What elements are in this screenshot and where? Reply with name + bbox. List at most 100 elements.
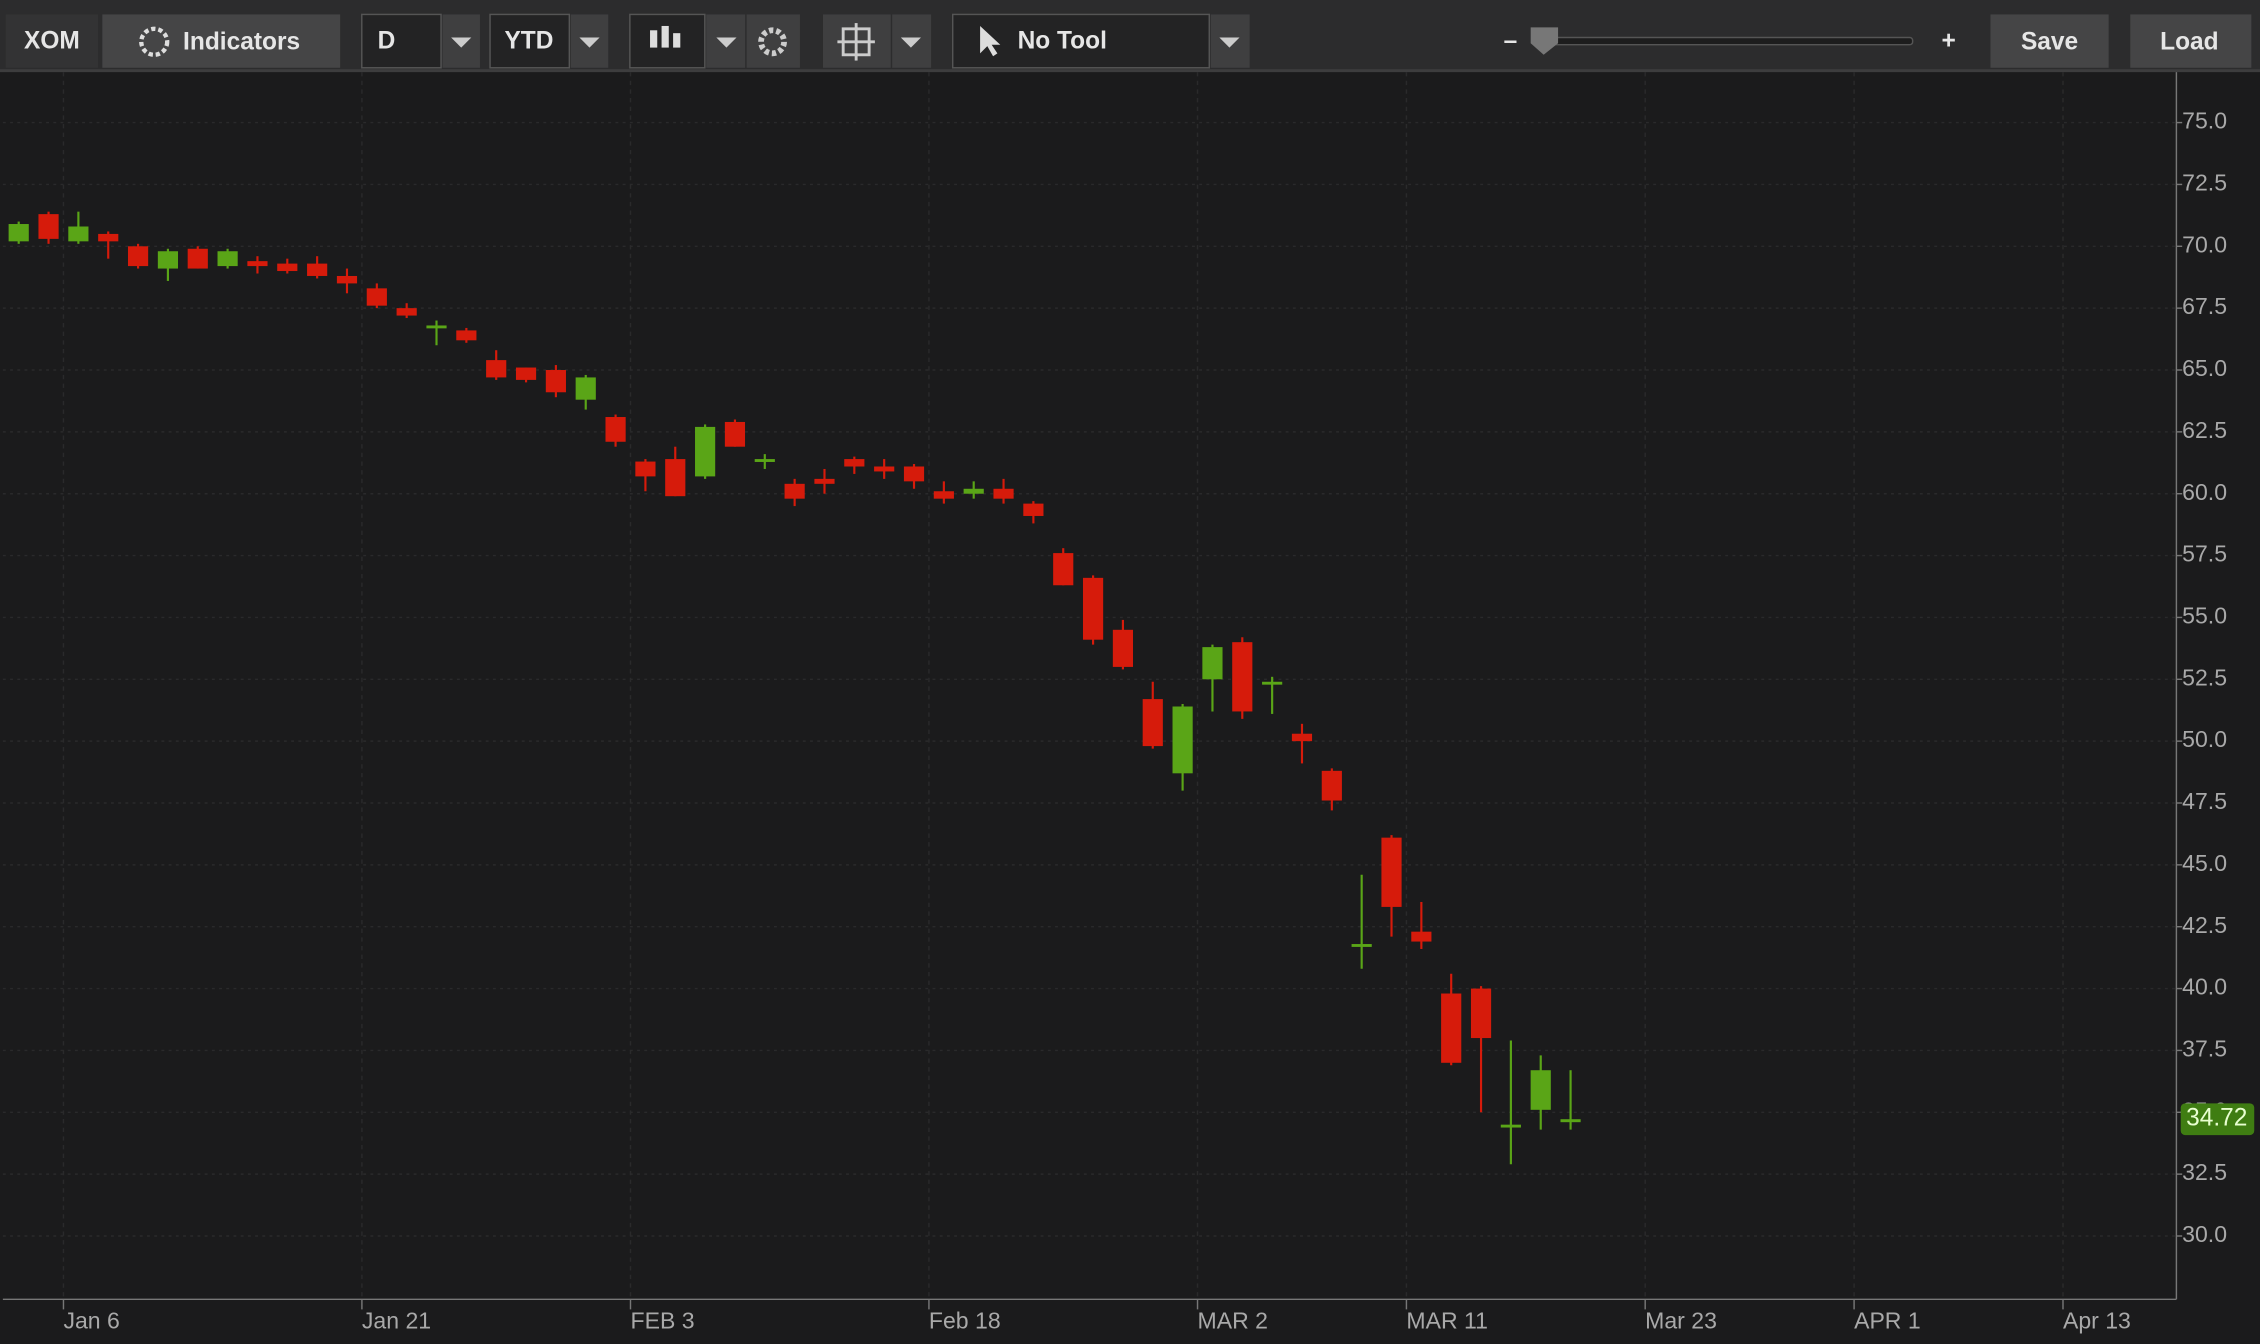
- candle-body: [1023, 503, 1044, 516]
- toolbar: XOM Indicators D YTD No Tool – + Save: [0, 0, 2260, 73]
- tool[interactable]: No Tool: [1018, 27, 1107, 54]
- y-tick-label: 52.5: [2182, 664, 2227, 690]
- y-tick-label: 70.0: [2182, 231, 2227, 257]
- y-tick-label: 42.5: [2182, 912, 2227, 938]
- x-tick-label: Mar 23: [1645, 1307, 1717, 1333]
- y-tick-label: 47.5: [2182, 788, 2227, 814]
- x-tick-label: APR 1: [1854, 1307, 1921, 1333]
- candle-body: [1112, 629, 1134, 667]
- candle-body: [277, 263, 298, 272]
- interval-box[interactable]: [361, 13, 442, 69]
- zoom-in[interactable]: +: [1942, 27, 1956, 54]
- dropdown-arrow: [451, 37, 472, 48]
- candle-body: [695, 426, 716, 477]
- candle-body: [187, 248, 208, 269]
- settings-button[interactable]: [746, 14, 800, 68]
- x-tick-label: MAR 2: [1198, 1307, 1268, 1333]
- y-tick-label: 75.0: [2182, 108, 2227, 134]
- candle-body: [1530, 1070, 1551, 1110]
- interval[interactable]: D: [378, 27, 396, 54]
- candle-body: [665, 459, 686, 497]
- candle-body: [1500, 1124, 1521, 1128]
- candle-body: [724, 421, 746, 447]
- x-tick-label: Feb 18: [929, 1307, 1001, 1333]
- candle-body: [1441, 993, 1462, 1063]
- y-tick-label: 32.5: [2182, 1159, 2227, 1185]
- zoom-slider[interactable]: [1531, 36, 1914, 46]
- y-tick-label: 72.5: [2182, 170, 2227, 196]
- candle-body: [605, 417, 626, 442]
- candle-body: [38, 214, 59, 239]
- candle-body: [1202, 647, 1223, 680]
- x-tick-label: Apr 13: [2063, 1307, 2131, 1333]
- candle-body: [1172, 706, 1193, 774]
- crosshair-icon: [837, 23, 875, 61]
- candle-body: [993, 488, 1014, 499]
- candle-body: [366, 288, 387, 306]
- y-tick-label: 37.5: [2182, 1036, 2227, 1062]
- y-tick-label: 67.5: [2182, 293, 2227, 319]
- candle-body: [217, 251, 238, 267]
- candle-body: [963, 488, 984, 494]
- candle-body: [157, 251, 179, 269]
- dropdown-arrow: [716, 37, 737, 48]
- candle-body: [336, 275, 358, 284]
- y-tick-label: 40.0: [2182, 974, 2227, 1000]
- candle-body: [486, 360, 507, 378]
- candle-body: [1381, 837, 1402, 907]
- candle-body: [784, 483, 805, 499]
- candle-body: [1321, 770, 1342, 801]
- indicators-label[interactable]: Indicators: [183, 29, 300, 56]
- candle-body: [8, 224, 29, 242]
- save-button[interactable]: [1990, 14, 2109, 68]
- symbol-box[interactable]: [5, 14, 99, 68]
- symbol[interactable]: XOM: [24, 27, 80, 54]
- candle-body: [545, 370, 566, 393]
- candle-body: [1053, 553, 1074, 586]
- candle-body: [247, 261, 268, 267]
- pointer-icon: [980, 25, 1001, 57]
- zoom-thumb[interactable]: [1530, 27, 1559, 55]
- dropdown-arrow: [579, 37, 600, 48]
- y-tick-label: 45.0: [2182, 850, 2227, 876]
- x-tick-label: FEB 3: [630, 1307, 694, 1333]
- last-price-badge: [2180, 1103, 2255, 1136]
- x-tick-label: MAR 11: [1406, 1307, 1488, 1333]
- candle-body: [127, 246, 149, 267]
- y-tick-label: 60.0: [2182, 479, 2227, 505]
- candle-body: [933, 491, 954, 499]
- candle-body: [874, 466, 895, 472]
- y-tick-label: 55.0: [2182, 603, 2227, 629]
- candle-body: [1351, 944, 1372, 947]
- range-box[interactable]: [489, 13, 571, 69]
- range[interactable]: YTD: [504, 27, 553, 54]
- dropdown-arrow: [900, 37, 922, 48]
- candle-body: [426, 325, 447, 329]
- indicators-icon: [139, 26, 170, 57]
- candle-body: [1142, 699, 1163, 747]
- candle-body: [1082, 577, 1104, 640]
- y-tick-label: 50.0: [2182, 726, 2227, 752]
- gear-icon: [758, 27, 787, 57]
- candle-body: [1411, 931, 1432, 942]
- zoom-out[interactable]: –: [1504, 27, 1518, 54]
- candle-body: [396, 308, 417, 316]
- save-label[interactable]: Save: [2021, 29, 2078, 56]
- candle-body: [1291, 733, 1313, 742]
- y-tick-label: 62.5: [2182, 417, 2227, 443]
- indicators-button[interactable]: [102, 14, 341, 68]
- candle-body: [307, 263, 328, 276]
- load-button[interactable]: [2130, 14, 2252, 68]
- y-tick-label: 30.0: [2182, 1221, 2227, 1247]
- candle-body: [456, 330, 477, 341]
- candle-icon: [650, 25, 681, 48]
- y-tick-label: 65.0: [2182, 355, 2227, 381]
- x-tick-label: Jan 21: [362, 1307, 431, 1333]
- load-label[interactable]: Load: [2160, 29, 2219, 56]
- last-price-label: 34.72: [2186, 1105, 2247, 1132]
- candle-body: [1470, 988, 1492, 1039]
- candle-body: [844, 459, 865, 467]
- candle-body: [1560, 1119, 1581, 1123]
